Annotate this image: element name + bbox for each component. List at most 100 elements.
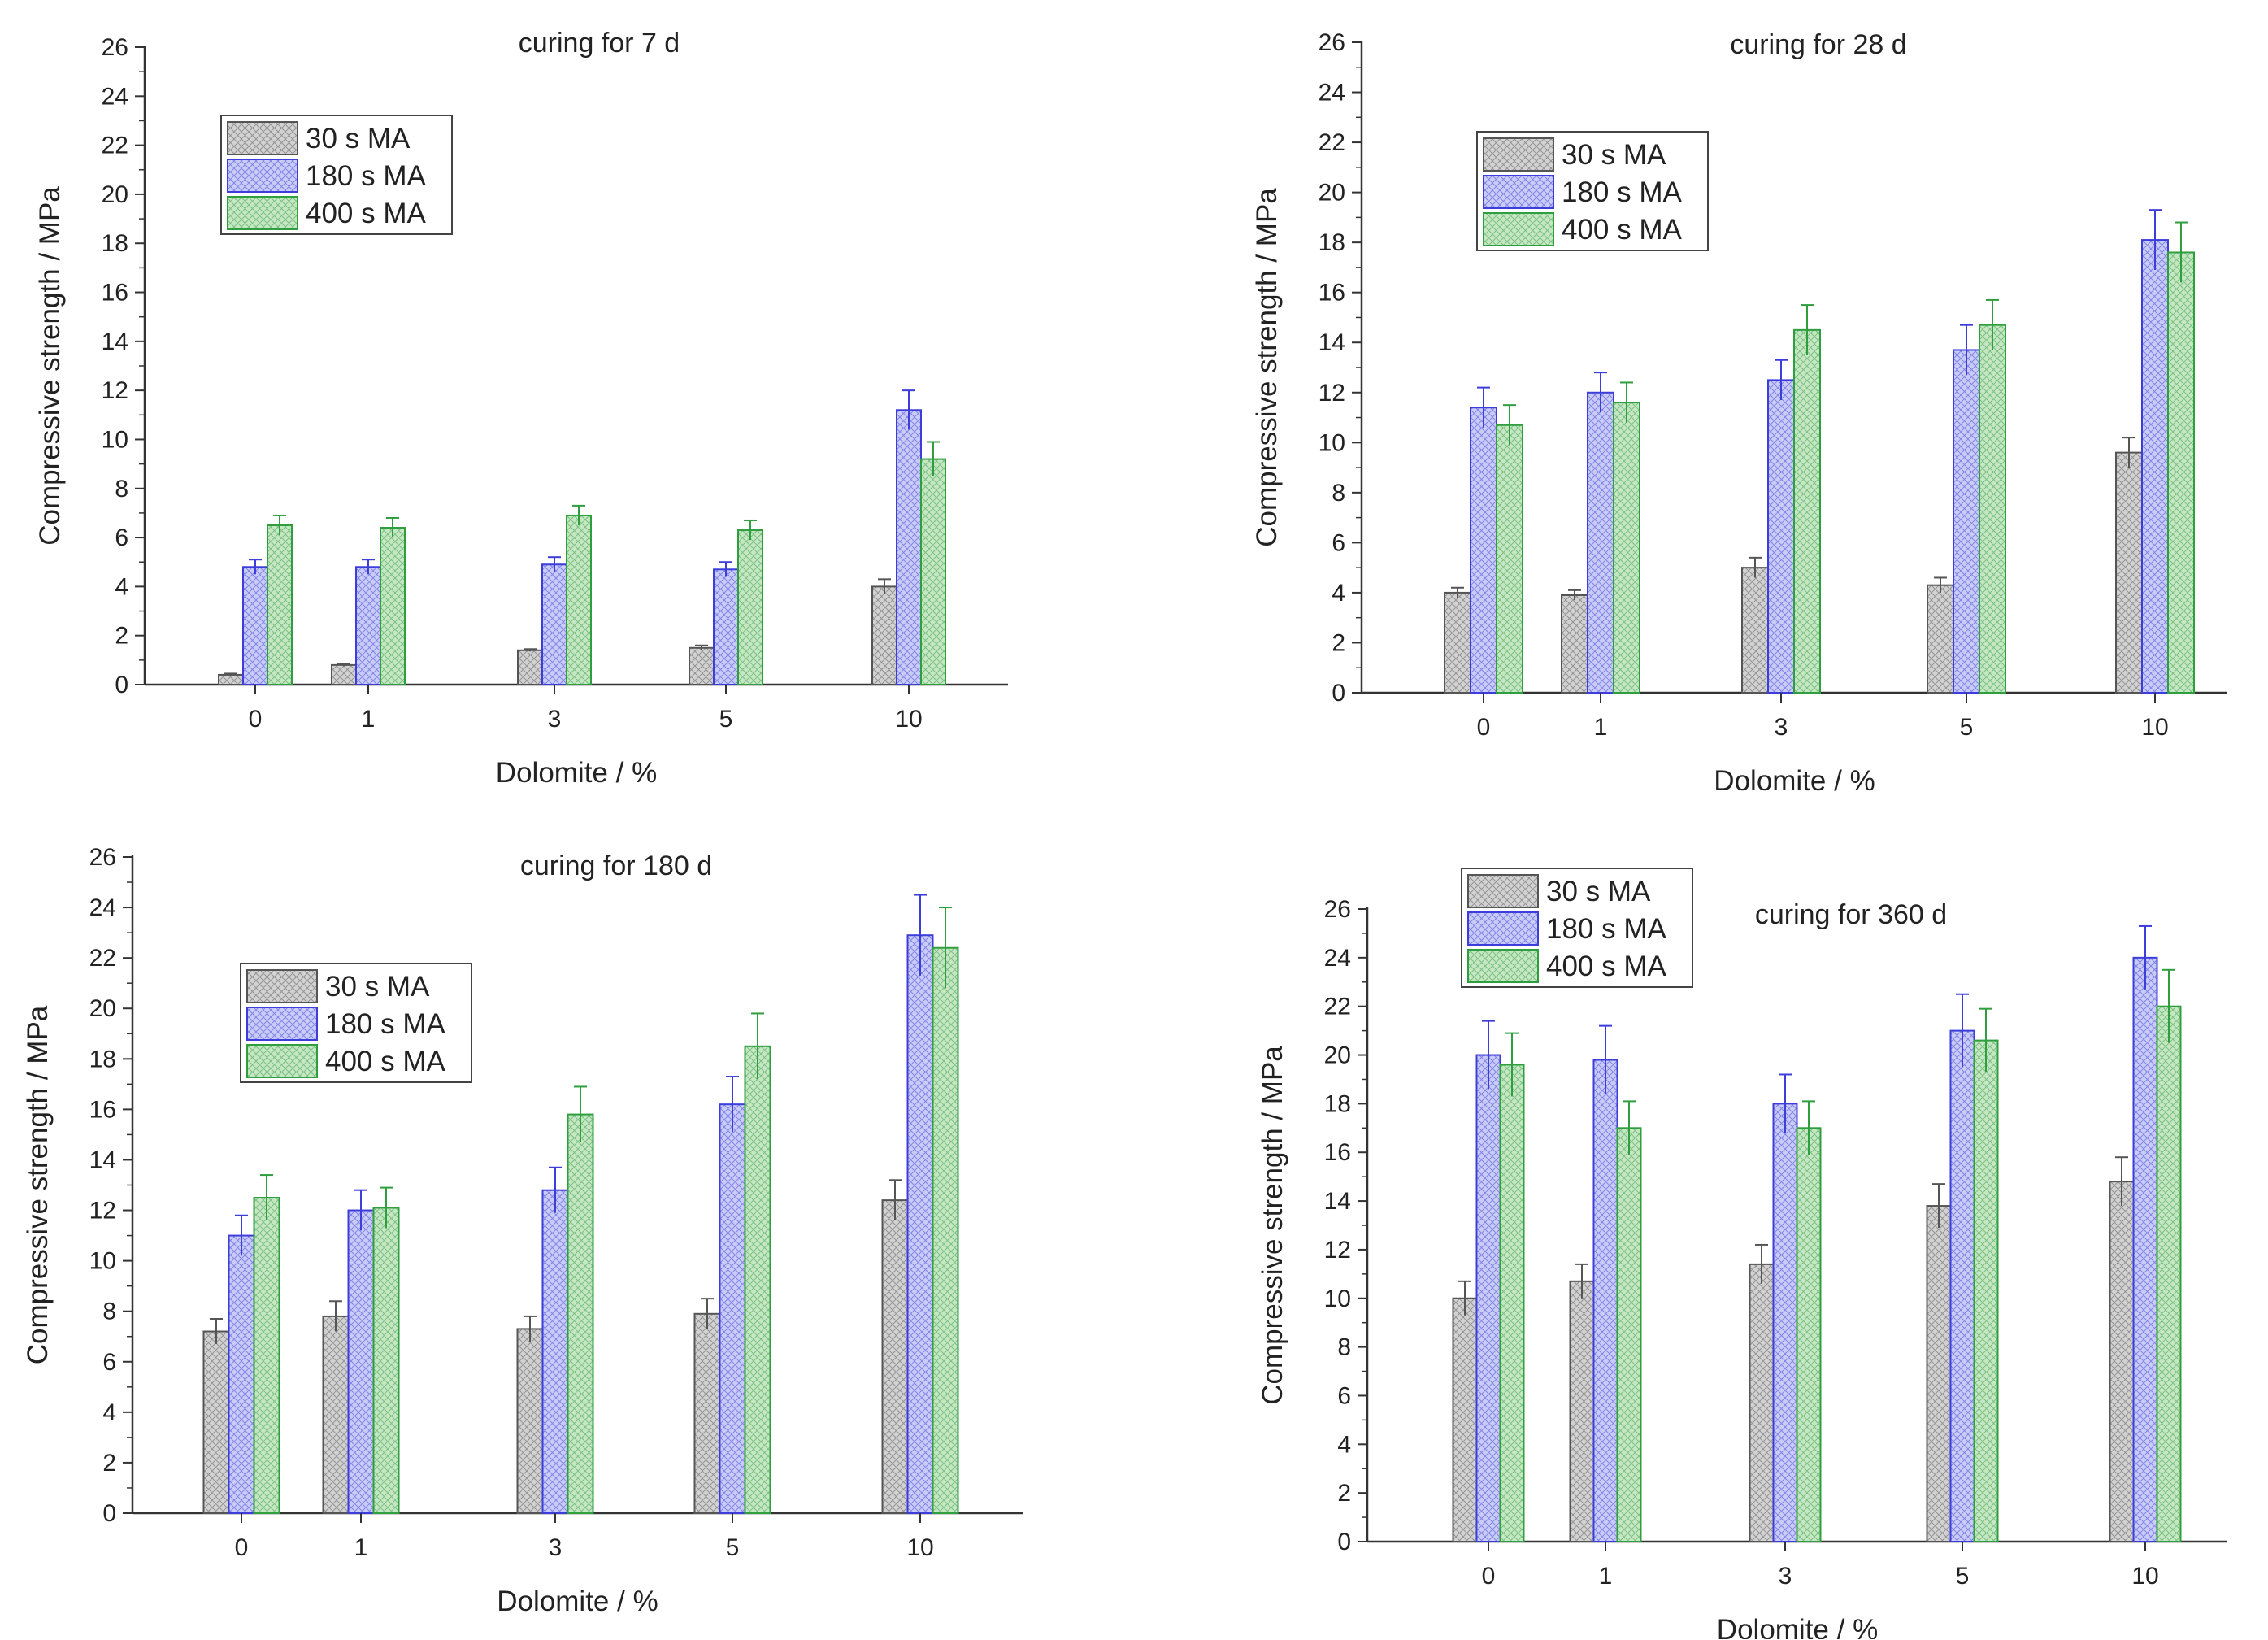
y-tick-label: 6	[1332, 529, 1345, 556]
bar-30s-10	[2115, 451, 2143, 694]
bar-180s-3	[541, 563, 567, 685]
y-axis-title: Compressive strength / MPa	[34, 186, 66, 546]
bar-400s-3	[567, 1113, 594, 1514]
bar-400s-5	[737, 529, 763, 685]
y-tick-label: 22	[1319, 129, 1345, 156]
y-tick-label: 24	[1324, 945, 1351, 972]
bar-400s-5	[1979, 324, 2006, 694]
bar-400s-0	[1496, 424, 1523, 694]
bar-180s-1	[347, 1209, 375, 1514]
bar-30s-1	[331, 663, 357, 686]
bar-30s-3	[1749, 1263, 1775, 1543]
y-tick-label: 10	[102, 426, 128, 453]
chart-title: curing for 7 d	[519, 28, 680, 59]
y-tick-label: 12	[89, 1198, 116, 1225]
y-tick-label: 10	[1324, 1285, 1351, 1312]
chart-panel-180d: 0 2 4 6 8 10 12 14 16 18 20 22 24 26 0 1 3 5 10 Dolomite / …	[0, 820, 1134, 1639]
x-tick-label: 0	[1477, 714, 1491, 741]
bar-30s-5	[1927, 584, 1954, 694]
bar-30s-0	[1444, 591, 1471, 694]
y-tick-label: 6	[115, 524, 128, 551]
bar-30s-5	[693, 1312, 721, 1514]
chart-title: curing for 28 d	[1730, 29, 1906, 60]
y-tick-label: 8	[1332, 480, 1345, 507]
bar-400s-3	[1796, 1127, 1822, 1542]
bar-400s-10	[932, 946, 959, 1514]
y-tick-label: 14	[89, 1146, 116, 1173]
y-tick-label: 0	[115, 672, 128, 698]
x-tick-label: 0	[1482, 1563, 1496, 1590]
chart-panel-7d: 0 2 4 6 8 10 12 14 16 18 20 22 24 26 0 1 3 5 10 Dolomite / …	[0, 0, 1134, 820]
y-tick-label: 24	[102, 83, 128, 110]
bar-180s-0	[1470, 407, 1497, 694]
x-tick-label: 10	[2131, 1563, 2158, 1590]
legend-swatch-30s	[246, 969, 318, 1003]
legend-swatch-180s	[227, 159, 298, 193]
y-tick-label: 22	[102, 133, 128, 159]
y-tick-label: 10	[1319, 429, 1345, 456]
y-tick-label: 8	[115, 476, 128, 502]
legend-swatch-30s	[1483, 137, 1554, 172]
x-tick-label: 1	[354, 1534, 368, 1561]
legend-label-180s: 180 s MA	[306, 160, 426, 192]
y-tick-label: 4	[1337, 1431, 1351, 1458]
y-tick-label: 2	[1337, 1480, 1351, 1507]
bar-180s-3	[1767, 379, 1795, 694]
y-tick-label: 14	[1324, 1188, 1351, 1215]
legend-swatch-180s	[246, 1007, 318, 1041]
x-axis-title: Dolomite / %	[1714, 765, 1875, 797]
bar-400s-5	[1973, 1039, 1999, 1543]
legend-swatch-400s	[1467, 949, 1539, 983]
y-tick-label: 8	[1337, 1334, 1351, 1361]
bar-30s-3	[516, 1328, 544, 1515]
bar-180s-5	[713, 568, 739, 685]
y-tick-label: 20	[89, 995, 116, 1022]
legend-label-400s: 400 s MA	[1562, 214, 1682, 246]
x-tick-label: 5	[1956, 1563, 1970, 1590]
y-tick-label: 12	[1324, 1237, 1351, 1264]
legend-swatch-400s	[246, 1044, 318, 1078]
bar-30s-1	[1569, 1280, 1595, 1542]
bar-180s-5	[1949, 1029, 1975, 1543]
y-tick-label: 26	[89, 844, 116, 871]
bar-400s-1	[380, 527, 406, 685]
bar-180s-0	[228, 1234, 255, 1514]
y-tick-label: 12	[102, 377, 128, 404]
legend-label-30s: 30 s MA	[306, 123, 411, 154]
legend: 30 s MA 180 s MA 400 s MA	[220, 115, 453, 235]
bar-30s-10	[2109, 1181, 2135, 1542]
legend-swatch-30s	[227, 121, 298, 155]
bar-180s-5	[719, 1103, 746, 1514]
y-tick-label: 4	[1332, 580, 1345, 607]
y-tick-label: 18	[1324, 1090, 1351, 1117]
y-tick-label: 26	[1324, 896, 1351, 923]
y-axis-title: Compressive strength / MPa	[22, 1005, 54, 1364]
y-tick-label: 6	[1337, 1382, 1351, 1409]
bar-180s-1	[1587, 391, 1614, 694]
bar-30s-0	[202, 1330, 230, 1514]
bar-30s-0	[218, 673, 244, 686]
x-tick-label: 5	[719, 706, 733, 733]
x-tick-label: 10	[2141, 714, 2168, 741]
x-tick-label: 3	[1775, 714, 1788, 741]
bar-30s-5	[1926, 1205, 1952, 1542]
bar-400s-5	[744, 1045, 771, 1514]
chart-panel-360d: 0 2 4 6 8 10 12 14 16 18 20 22 24 26 0 1 3 5 10 Dolomite / …	[1134, 820, 2268, 1639]
x-tick-label: 1	[362, 706, 376, 733]
legend-label-30s: 30 s MA	[325, 971, 430, 1003]
legend: 30 s MA 180 s MA 400 s MA	[1461, 868, 1693, 988]
y-tick-label: 8	[102, 1299, 116, 1325]
x-tick-label: 0	[235, 1534, 249, 1561]
bar-400s-1	[1616, 1127, 1642, 1542]
y-tick-label: 16	[1319, 280, 1345, 307]
chart-panel-28d: 0 2 4 6 8 10 12 14 16 18 20 22 24 26 0 1 3 5 10 Dolomite / …	[1134, 0, 2268, 820]
y-tick-label: 2	[1332, 629, 1345, 656]
legend-label-400s: 400 s MA	[306, 198, 426, 229]
bar-400s-10	[920, 458, 946, 685]
legend-label-400s: 400 s MA	[325, 1046, 445, 1077]
bar-30s-10	[881, 1199, 909, 1514]
x-tick-label: 1	[1599, 1563, 1613, 1590]
legend-swatch-30s	[1467, 874, 1539, 908]
